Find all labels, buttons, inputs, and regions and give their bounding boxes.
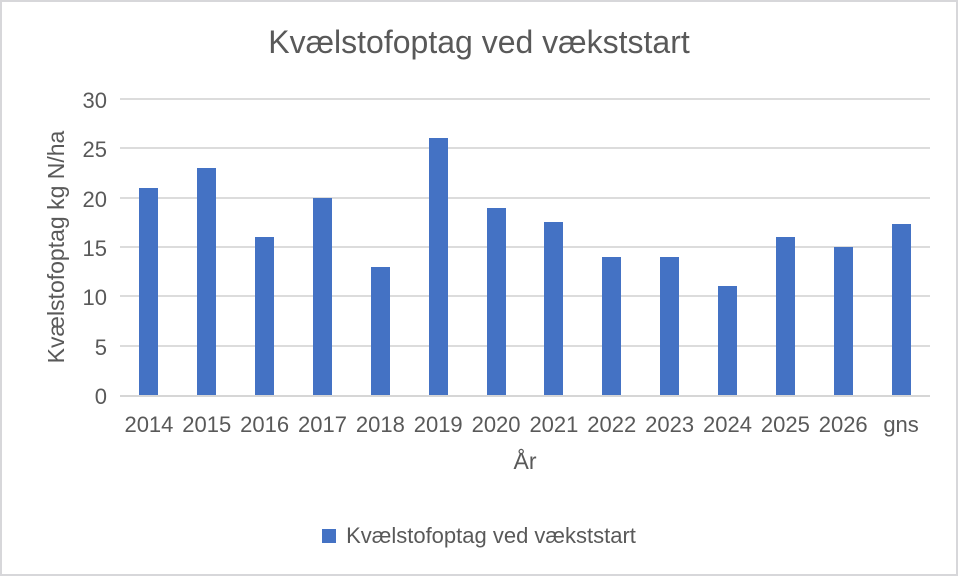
bar-2024 <box>718 286 737 395</box>
bar-2017 <box>313 197 332 395</box>
bar-2022 <box>602 256 622 395</box>
x-tick-label-2025: 2025 <box>760 412 810 437</box>
x-tick-label-2019: 2019 <box>413 412 463 437</box>
bar-2025 <box>775 237 795 395</box>
x-tick-label-2026: 2026 <box>818 412 868 437</box>
y-tick-label-25: 25 <box>82 137 107 163</box>
legend-label: Kvælstofoptag ved vækststart <box>346 523 636 548</box>
y-tick-label-10: 10 <box>82 285 107 311</box>
bar-2021 <box>544 222 564 395</box>
bar-gns <box>891 224 911 395</box>
x-axis-title: År <box>513 448 537 474</box>
x-tick-label-2014: 2014 <box>124 412 174 437</box>
y-tick-label-30: 30 <box>82 88 107 113</box>
legend-swatch <box>322 529 337 543</box>
y-tick-label-15: 15 <box>82 236 107 261</box>
gridline-30 <box>120 98 930 100</box>
bar-2016 <box>255 237 275 395</box>
x-tick-label-2016: 2016 <box>240 412 290 437</box>
x-tick-label-2023: 2023 <box>645 412 695 437</box>
x-tick-label-gns: gns <box>883 412 919 437</box>
gridline-15 <box>120 246 930 248</box>
y-tick-label-20: 20 <box>82 186 107 212</box>
x-axis-ticks: 2014 2015 2016 2017 2018 2019 2020 2021 2022 2023… <box>120 411 930 441</box>
legend: Kvælstofoptag ved vækststart <box>2 523 956 549</box>
bar-2015 <box>197 168 217 395</box>
y-tick-label-5: 5 <box>94 334 107 360</box>
bar-2026 <box>833 247 853 395</box>
bar-2019 <box>428 138 448 395</box>
chart-title: Kvælstofoptag ved vækststart <box>268 24 690 60</box>
x-tick-label-2020: 2020 <box>471 412 521 437</box>
gridline-20 <box>120 196 930 199</box>
x-tick-label-2024: 2024 <box>703 412 752 437</box>
plot-area <box>120 98 930 397</box>
y-axis-ticks: 0 5 10 15 20 25 30 <box>2 88 107 409</box>
bar-2020 <box>486 207 506 395</box>
x-tick-label-2022: 2022 <box>587 412 637 437</box>
gridline-5 <box>120 344 930 347</box>
x-tick-label-2017: 2017 <box>298 412 347 437</box>
x-tick-label-2015: 2015 <box>182 412 232 437</box>
bar-2023 <box>660 256 680 395</box>
bar-2014 <box>139 187 159 395</box>
x-tick-label-2018: 2018 <box>355 412 405 437</box>
x-tick-label-2021: 2021 <box>529 412 579 437</box>
bar-2018 <box>370 266 390 395</box>
y-tick-label-0: 0 <box>94 384 107 409</box>
gridline-25 <box>120 147 930 150</box>
gridline-10 <box>120 295 930 298</box>
